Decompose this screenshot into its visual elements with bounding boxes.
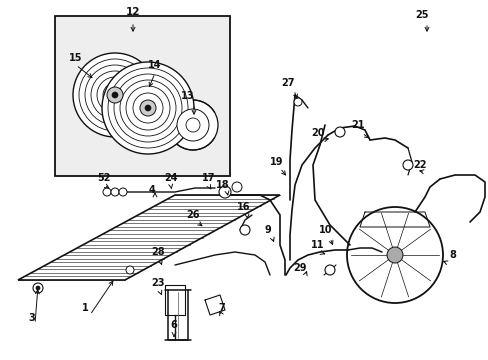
Text: 52: 52 bbox=[97, 173, 110, 183]
Text: 7: 7 bbox=[218, 303, 225, 313]
Text: 6: 6 bbox=[170, 320, 177, 330]
Text: 13: 13 bbox=[181, 91, 194, 101]
Circle shape bbox=[73, 53, 157, 137]
Circle shape bbox=[114, 74, 182, 142]
Text: 16: 16 bbox=[237, 202, 250, 212]
Text: 10: 10 bbox=[319, 225, 332, 235]
Circle shape bbox=[120, 80, 176, 136]
Circle shape bbox=[107, 87, 123, 103]
Circle shape bbox=[145, 105, 151, 111]
Text: 20: 20 bbox=[311, 128, 324, 138]
Circle shape bbox=[386, 247, 402, 263]
Circle shape bbox=[108, 68, 187, 148]
Text: 17: 17 bbox=[202, 173, 215, 183]
Text: 29: 29 bbox=[293, 263, 306, 273]
Text: 18: 18 bbox=[216, 180, 229, 190]
Circle shape bbox=[112, 92, 118, 98]
Circle shape bbox=[219, 186, 230, 198]
Text: 3: 3 bbox=[29, 313, 35, 323]
Text: 8: 8 bbox=[448, 250, 455, 260]
Circle shape bbox=[133, 93, 163, 123]
Text: 23: 23 bbox=[151, 278, 164, 288]
Circle shape bbox=[102, 62, 194, 154]
Circle shape bbox=[103, 83, 127, 107]
Polygon shape bbox=[18, 195, 280, 280]
Circle shape bbox=[33, 283, 43, 293]
Text: 24: 24 bbox=[164, 173, 177, 183]
Circle shape bbox=[402, 160, 412, 170]
Text: 1: 1 bbox=[81, 303, 88, 313]
Text: 21: 21 bbox=[350, 120, 364, 130]
Circle shape bbox=[168, 100, 218, 150]
Circle shape bbox=[240, 225, 249, 235]
Text: 15: 15 bbox=[69, 53, 82, 63]
Circle shape bbox=[126, 266, 134, 274]
Circle shape bbox=[231, 182, 242, 192]
Circle shape bbox=[97, 77, 133, 113]
Text: 25: 25 bbox=[414, 10, 428, 20]
Text: 19: 19 bbox=[270, 157, 283, 167]
Circle shape bbox=[126, 86, 170, 130]
Circle shape bbox=[185, 118, 200, 132]
Circle shape bbox=[79, 59, 151, 131]
Circle shape bbox=[325, 265, 334, 275]
Text: 4: 4 bbox=[148, 185, 155, 195]
Text: 14: 14 bbox=[148, 60, 162, 70]
Circle shape bbox=[140, 100, 156, 116]
Text: 27: 27 bbox=[281, 78, 294, 88]
Circle shape bbox=[346, 207, 442, 303]
Circle shape bbox=[91, 71, 139, 119]
Text: 22: 22 bbox=[412, 160, 426, 170]
Circle shape bbox=[119, 188, 127, 196]
Circle shape bbox=[177, 109, 208, 141]
Circle shape bbox=[103, 188, 111, 196]
Circle shape bbox=[334, 127, 345, 137]
Text: 12: 12 bbox=[125, 7, 140, 17]
Circle shape bbox=[293, 98, 302, 106]
Circle shape bbox=[111, 188, 119, 196]
Bar bbox=[55, 16, 229, 176]
Text: 11: 11 bbox=[311, 240, 324, 250]
Text: 9: 9 bbox=[264, 225, 271, 235]
Circle shape bbox=[36, 286, 40, 290]
Text: 26: 26 bbox=[186, 210, 199, 220]
Circle shape bbox=[85, 65, 145, 125]
Text: 28: 28 bbox=[151, 247, 164, 257]
